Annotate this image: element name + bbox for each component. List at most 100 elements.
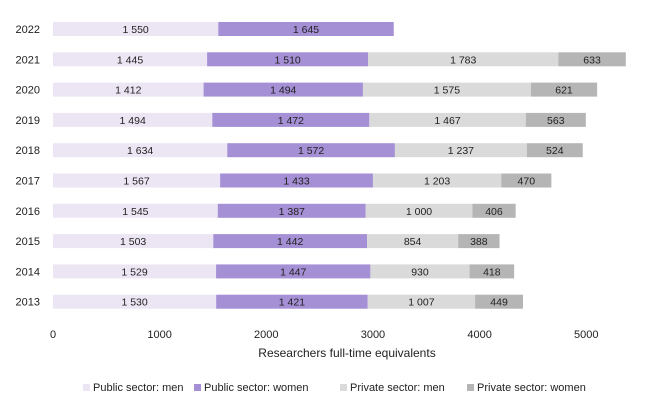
legend-label: Private sector: men (350, 382, 445, 394)
data-label: 1 545 (122, 206, 148, 218)
bar-segment (458, 234, 500, 249)
bar-segment (475, 294, 524, 309)
bar-segment (558, 52, 626, 67)
data-label: 1 203 (424, 176, 450, 188)
bar-segment (367, 294, 476, 309)
data-label: 1 467 (434, 115, 460, 127)
y-tick-label: 2020 (16, 85, 40, 97)
x-tick-label: 2000 (254, 329, 278, 341)
x-tick-label: 0 (50, 329, 56, 341)
legend-swatch (467, 384, 474, 391)
bar-segment (216, 264, 371, 279)
legend-label: Public sector: men (93, 382, 183, 394)
data-label: 1 421 (279, 297, 305, 309)
data-label: 1 572 (298, 145, 324, 157)
data-label: 1 412 (115, 85, 141, 97)
x-axis-tick-labels: 0 1000 2000 3000 4000 5000 (50, 329, 599, 341)
bar-segment (203, 82, 363, 97)
bar-segment (369, 112, 526, 127)
data-label: 1 433 (283, 176, 309, 188)
data-label: 418 (483, 266, 501, 278)
bar-segment (53, 22, 219, 36)
bar-segment (53, 82, 204, 97)
data-label: 1 783 (450, 54, 476, 66)
bar-segment (367, 234, 459, 249)
x-tick-label: 1000 (147, 329, 171, 341)
bar-segment (501, 173, 552, 188)
bar-segment (53, 52, 208, 67)
data-label: 1 237 (448, 145, 474, 157)
y-axis-tick-labels: 2022 2021 2020 2019 2018 2017 2016 2015 2014 2013 (16, 24, 40, 309)
y-tick-label: 2021 (16, 54, 40, 66)
bar-labels: 1 550 1 645 1 445 1 510 1 783 633 1 412 1 494 1 … (115, 24, 601, 309)
data-label: 1 007 (408, 297, 434, 309)
bar-segment (368, 52, 559, 67)
bars (53, 22, 626, 309)
data-label: 633 (583, 54, 601, 66)
data-label: 406 (485, 206, 503, 218)
data-label: 1 387 (279, 206, 305, 218)
x-axis-title: Researchers full-time equivalents (258, 346, 435, 360)
legend: Public sector: men Public sector: women Pr… (83, 382, 586, 394)
data-label: 1 510 (274, 54, 300, 66)
y-tick-label: 2017 (16, 176, 40, 188)
data-label: 449 (490, 297, 508, 309)
data-label: 1 494 (120, 115, 146, 127)
y-tick-label: 2015 (16, 236, 40, 248)
bar-segment (53, 234, 214, 249)
data-label: 1 503 (120, 236, 146, 248)
data-label: 388 (470, 236, 488, 248)
y-tick-label: 2018 (16, 145, 40, 157)
data-label: 1 634 (127, 145, 153, 157)
bar-segment (472, 203, 516, 218)
legend-swatch (340, 384, 347, 391)
bar-segment (220, 173, 373, 188)
data-label: 930 (411, 266, 429, 278)
bar-segment (530, 82, 598, 97)
bar-segment (53, 294, 217, 309)
bar-segment (525, 112, 586, 127)
bar-segment (212, 112, 370, 127)
data-label: 621 (555, 85, 573, 97)
data-label: 1 000 (406, 206, 432, 218)
bar-segment (217, 203, 366, 218)
bar-segment (53, 173, 221, 188)
bar-segment (53, 264, 217, 279)
bar-segment (370, 264, 470, 279)
data-label: 1 575 (434, 85, 460, 97)
data-label: 524 (546, 145, 564, 157)
x-tick-label: 4000 (467, 329, 491, 341)
data-label: 1 442 (277, 236, 303, 248)
x-tick-label: 5000 (574, 329, 598, 341)
bar-segment (53, 143, 228, 158)
bar-segment (207, 52, 369, 67)
data-label: 1 550 (123, 24, 149, 36)
legend-swatch (194, 384, 201, 391)
legend-label: Private sector: women (477, 382, 586, 394)
legend-label: Public sector: women (204, 382, 309, 394)
data-label: 1 445 (117, 54, 143, 66)
y-tick-label: 2016 (16, 206, 40, 218)
bar-segment (469, 264, 515, 279)
data-label: 1 447 (280, 266, 306, 278)
bar-segment (365, 203, 473, 218)
bar-segment (216, 294, 368, 309)
data-label: 1 645 (293, 24, 319, 36)
data-label: 470 (518, 176, 536, 188)
x-tick-label: 3000 (361, 329, 385, 341)
y-tick-label: 2019 (16, 115, 40, 127)
bar-segment (53, 203, 218, 218)
data-label: 1 472 (278, 115, 304, 127)
bar-segment (526, 143, 583, 158)
data-label: 1 530 (121, 297, 147, 309)
y-tick-label: 2014 (16, 266, 40, 278)
data-label: 1 567 (123, 176, 149, 188)
bar-segment (213, 234, 368, 249)
data-label: 854 (404, 236, 422, 248)
bar-segment (394, 143, 527, 158)
y-tick-label: 2013 (16, 297, 40, 309)
bar-segment (53, 112, 213, 127)
bar-segment (218, 22, 394, 36)
y-tick-label: 2022 (16, 24, 40, 36)
